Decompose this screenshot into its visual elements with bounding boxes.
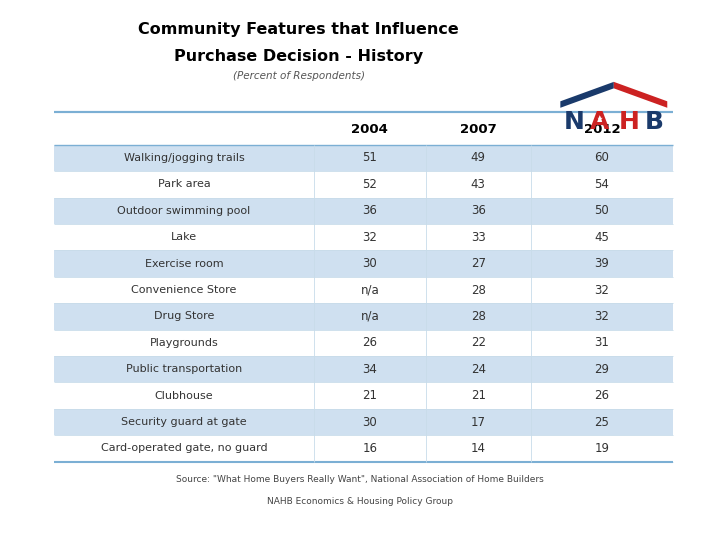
Text: Outdoor swimming pool: Outdoor swimming pool	[117, 206, 251, 216]
Text: 50: 50	[595, 204, 609, 217]
Text: n/a: n/a	[361, 284, 379, 296]
Text: 26: 26	[595, 389, 610, 402]
Bar	[54, 277, 673, 303]
Bar	[54, 303, 673, 329]
Text: 25: 25	[595, 416, 609, 429]
Text: Park area: Park area	[158, 179, 210, 190]
Text: 34: 34	[362, 363, 377, 376]
Text: Drug Store: Drug Store	[154, 312, 215, 321]
Text: 28: 28	[471, 284, 485, 296]
Text: 2004: 2004	[351, 123, 388, 136]
Text: 2007: 2007	[460, 123, 497, 136]
Text: 45: 45	[595, 231, 609, 244]
Text: Convenience Store: Convenience Store	[131, 285, 237, 295]
Text: 52: 52	[362, 178, 377, 191]
Text: NAHB Economics & Housing Policy Group: NAHB Economics & Housing Policy Group	[267, 497, 453, 506]
Text: Public transportation: Public transportation	[126, 364, 242, 374]
Text: 32: 32	[595, 284, 609, 296]
Text: 32: 32	[595, 310, 609, 323]
Text: B: B	[644, 110, 664, 134]
Text: 21: 21	[471, 389, 486, 402]
Text: H: H	[618, 110, 639, 134]
Text: Card-operated gate, no guard: Card-operated gate, no guard	[101, 443, 267, 454]
Text: Walking/jogging trails: Walking/jogging trails	[124, 153, 244, 163]
Bar	[54, 409, 673, 435]
Bar	[54, 171, 673, 198]
Text: 54: 54	[595, 178, 609, 191]
Text: 22: 22	[471, 336, 486, 349]
Text: N: N	[564, 110, 585, 134]
Text: 36: 36	[471, 204, 485, 217]
Text: 43: 43	[471, 178, 485, 191]
Text: n/a: n/a	[361, 310, 379, 323]
Text: 39: 39	[595, 257, 609, 270]
Text: 28: 28	[471, 310, 485, 323]
Text: 26: 26	[362, 336, 377, 349]
Text: ★: ★	[597, 116, 603, 122]
Text: 51: 51	[362, 151, 377, 164]
Bar	[54, 198, 673, 224]
Text: Security guard at gate: Security guard at gate	[121, 417, 247, 427]
Text: 14: 14	[471, 442, 486, 455]
Text: Community Features that Influence: Community Features that Influence	[138, 22, 459, 37]
Text: 30: 30	[362, 257, 377, 270]
Text: 49: 49	[471, 151, 486, 164]
Text: 30: 30	[362, 416, 377, 429]
Text: (Percent of Respondents): (Percent of Respondents)	[233, 71, 365, 82]
Text: 33: 33	[471, 231, 485, 244]
Text: Purchase Decision - History: Purchase Decision - History	[174, 49, 423, 64]
Text: Playgrounds: Playgrounds	[150, 338, 218, 348]
Text: 27: 27	[471, 257, 486, 270]
Text: 36: 36	[362, 204, 377, 217]
Bar	[54, 329, 673, 356]
Text: 32: 32	[362, 231, 377, 244]
Text: 16: 16	[362, 442, 377, 455]
Bar	[54, 382, 673, 409]
Bar	[54, 224, 673, 251]
Text: Source: "What Home Buyers Really Want", National Association of Home Builders: Source: "What Home Buyers Really Want", …	[176, 475, 544, 484]
Polygon shape	[560, 82, 613, 108]
Text: 17: 17	[471, 416, 486, 429]
Text: 29: 29	[595, 363, 610, 376]
Text: A: A	[590, 110, 609, 134]
Bar	[54, 145, 673, 171]
Text: 21: 21	[362, 389, 377, 402]
Text: 60: 60	[595, 151, 609, 164]
Polygon shape	[613, 82, 667, 108]
Text: Lake: Lake	[171, 232, 197, 242]
Text: Clubhouse: Clubhouse	[155, 390, 213, 401]
Text: 19: 19	[595, 442, 610, 455]
Text: Exercise room: Exercise room	[145, 259, 223, 268]
Bar	[54, 251, 673, 277]
Bar	[54, 356, 673, 382]
Bar	[54, 435, 673, 462]
Text: 24: 24	[471, 363, 486, 376]
Text: 2012: 2012	[584, 123, 621, 136]
Text: 31: 31	[595, 336, 609, 349]
